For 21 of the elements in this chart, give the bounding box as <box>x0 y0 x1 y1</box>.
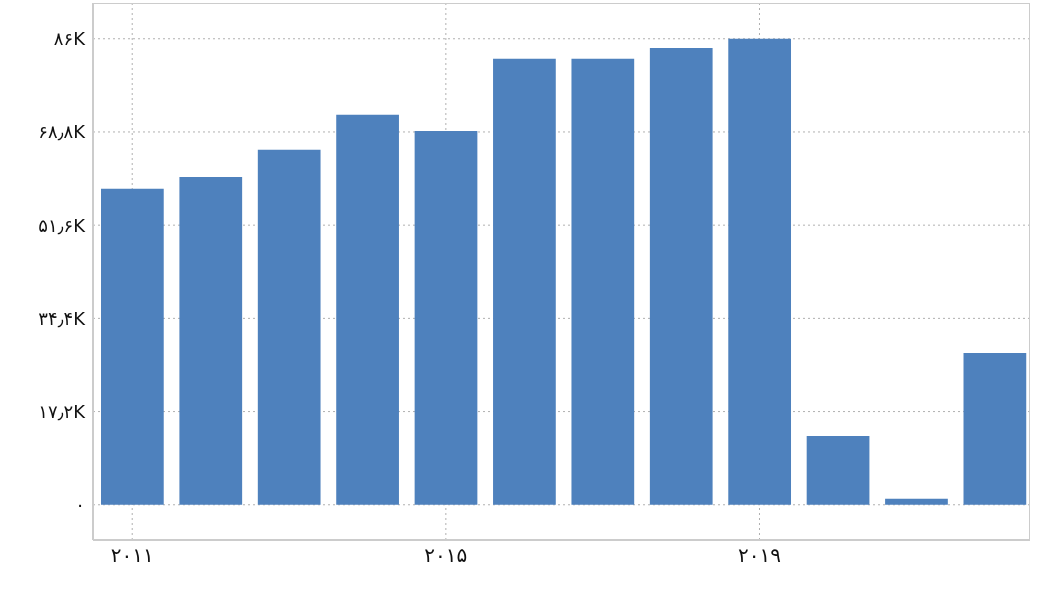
y-tick-label: ۰ <box>75 494 85 516</box>
x-tick-label: ۲۰۱۹ <box>738 543 781 568</box>
y-tick-label: ۶۸٫۸K <box>38 121 87 143</box>
bar <box>963 353 1027 505</box>
y-tick-label: ۸۶K <box>53 28 87 50</box>
x-tick-label: ۲۰۱۱ <box>110 543 154 568</box>
bar <box>806 435 870 505</box>
y-tick-label: ۵۱٫۶K <box>38 214 87 236</box>
bar <box>179 176 243 505</box>
bar <box>414 130 478 505</box>
y-tick-label: ۱۷٫۲K <box>38 400 87 422</box>
bar <box>649 47 713 505</box>
bar <box>257 149 321 505</box>
bar <box>493 58 556 505</box>
bar <box>728 38 792 505</box>
bar <box>101 188 164 505</box>
y-tick-label: ۳۴٫۴K <box>38 307 87 329</box>
bar <box>885 498 948 505</box>
bar <box>336 114 399 505</box>
x-tick-label: ۲۰۱۵ <box>424 543 468 568</box>
bar <box>571 58 635 505</box>
